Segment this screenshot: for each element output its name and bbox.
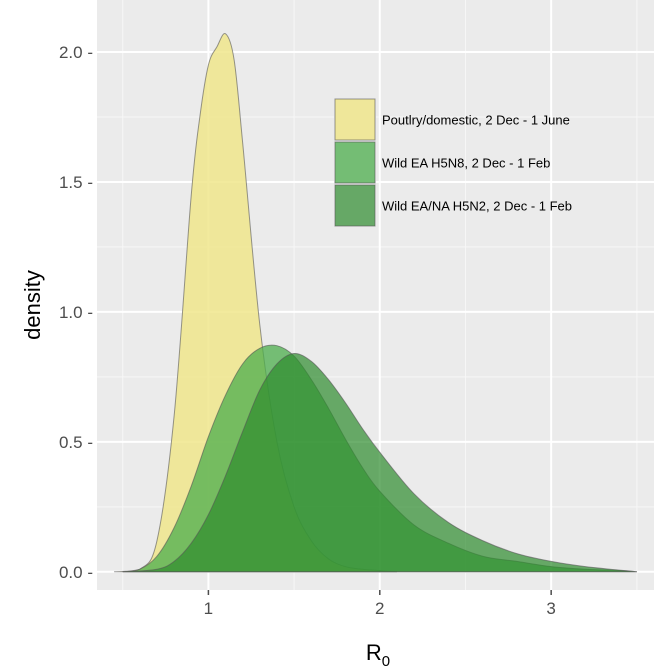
legend-swatch-1 <box>334 98 376 141</box>
density-area-3 <box>122 352 637 573</box>
legend-swatch-2 <box>334 141 376 184</box>
legend: Poutlry/domestic, 2 Dec - 1 June Wild EA … <box>334 98 572 227</box>
x-axis-title-main: R <box>366 640 382 665</box>
y-tick-label: 0.0 - <box>59 563 93 582</box>
y-tick-label: 1.5 - <box>59 173 93 192</box>
density-areas <box>114 33 637 573</box>
legend-swatch-3 <box>334 184 376 227</box>
legend-label-3: Wild EA/NA H5N2, 2 Dec - 1 Feb <box>382 199 572 214</box>
legend-label-2: Wild EA H5N8, 2 Dec - 1 Feb <box>382 156 550 171</box>
minor-gridlines <box>97 0 654 590</box>
x-tick-label: 3 <box>546 599 555 618</box>
x-axis-title: R0 <box>366 640 390 670</box>
y-tick-label: 0.5 - <box>59 433 93 452</box>
y-axis-title: density <box>20 270 45 340</box>
y-tick-label: 1.0 - <box>59 303 93 322</box>
y-tick-label: 2.0 - <box>59 43 93 62</box>
x-tick-label: 2 <box>375 599 384 618</box>
y-axis-ticks: 0.0 - 0.5 - 1.0 - 1.5 - 2.0 - <box>59 43 93 582</box>
x-axis-ticks: 1 2 3 <box>204 590 556 618</box>
x-axis-title-subscript: 0 <box>382 653 390 670</box>
legend-label-1: Poutlry/domestic, 2 Dec - 1 June <box>382 113 570 128</box>
x-tick-label: 1 <box>204 599 213 618</box>
